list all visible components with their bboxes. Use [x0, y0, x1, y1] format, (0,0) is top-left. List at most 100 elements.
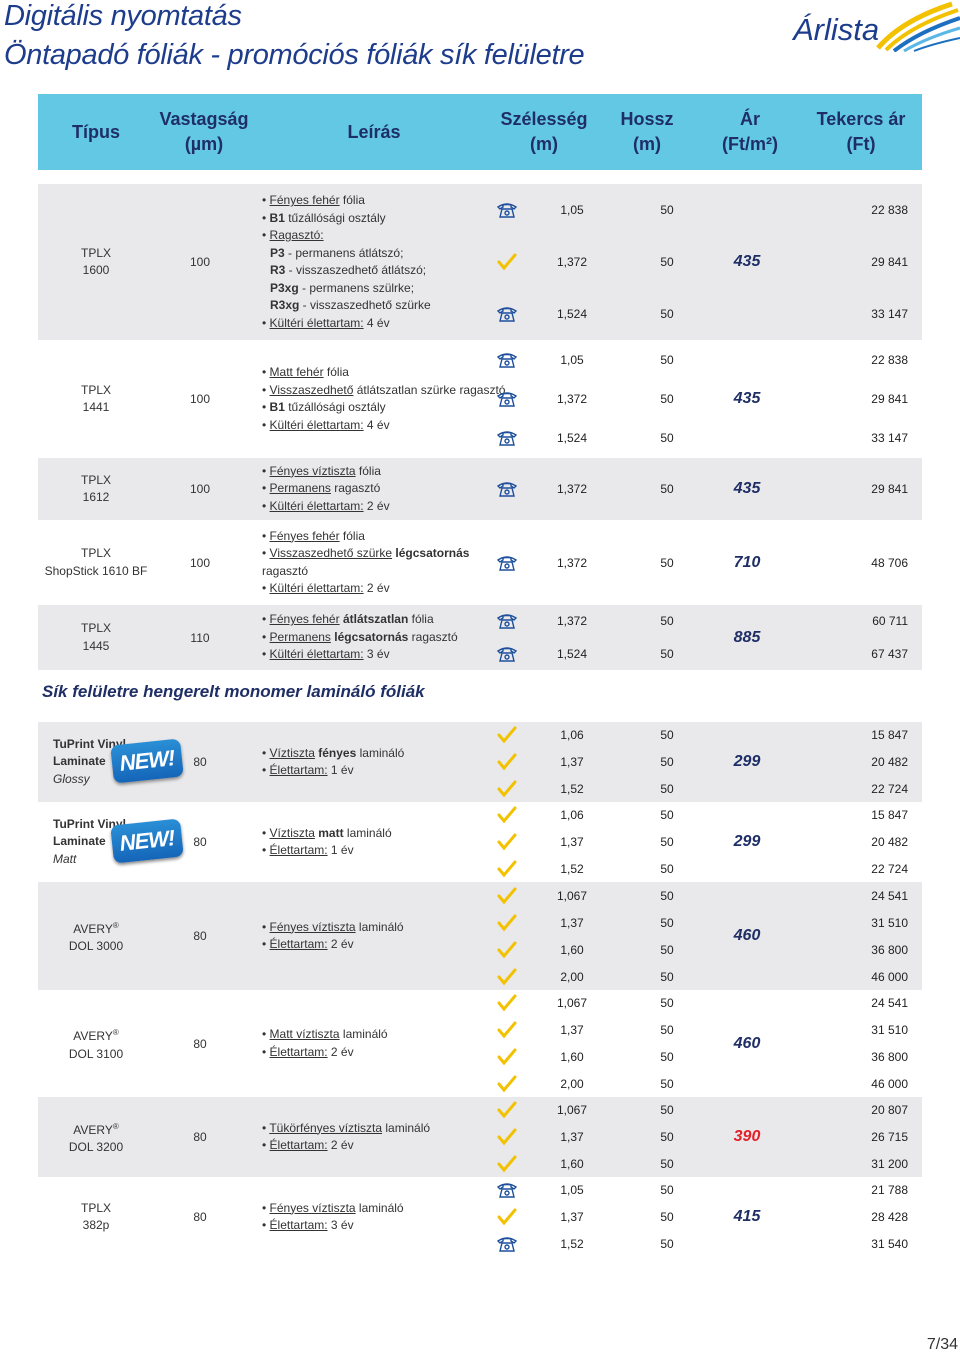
size-option: 1,37 50 20 482 — [493, 753, 908, 771]
column-header-line: (µm) — [184, 134, 224, 154]
logo — [876, 1, 960, 52]
length: 50 — [660, 614, 674, 629]
price-cell: 415 — [708, 1177, 786, 1257]
text-line: • Fényes fehér fólia — [262, 192, 502, 210]
text-line: 1612 — [83, 489, 110, 507]
size-option: 1,60 50 31 200 — [493, 1155, 908, 1173]
length: 50 — [660, 1076, 674, 1091]
text: ® — [112, 920, 119, 930]
text: - visszaszedhető átlátszó; — [285, 263, 427, 277]
length: 50 — [660, 1156, 674, 1171]
check-icon — [497, 860, 517, 877]
check-icon — [497, 941, 517, 958]
text-line: ragasztó — [262, 563, 502, 581]
check-icon — [497, 1075, 517, 1092]
text-line: TPLX — [81, 245, 111, 263]
length: 50 — [660, 1236, 674, 1251]
type-cell: TPLX 1612 — [38, 458, 154, 520]
text-line: • Permanens ragasztó — [262, 480, 502, 498]
phone-icon — [496, 1183, 518, 1199]
description-cell: • Fényes víztiszta lamináló • Élettartam:… — [262, 1177, 502, 1257]
text-line: 1441 — [83, 399, 110, 417]
text-line: TPLX — [81, 620, 111, 638]
text: TPLX — [80, 1200, 111, 1215]
text: lamináló — [355, 919, 404, 934]
thickness: 80 — [193, 755, 207, 769]
width: 1,37 — [560, 1209, 584, 1224]
size-option: 1,05 50 22 838 — [493, 201, 908, 219]
type-cell: TuPrint Vinyl Laminate Glossy — [38, 722, 154, 802]
new-badge: NEW! — [110, 738, 184, 784]
type-cell: TPLX 382p — [38, 1177, 154, 1257]
roll-price: 24 541 — [871, 996, 908, 1011]
width: 1,067 — [556, 888, 588, 903]
price-cell: 435 — [708, 340, 786, 458]
text: Élettartam: — [269, 1044, 328, 1059]
text-line: ShopStick 1610 BF — [45, 563, 148, 581]
width: 1,37 — [560, 1129, 584, 1144]
roll-price: 22 724 — [871, 861, 908, 876]
check-icon — [497, 914, 517, 931]
thickness-cell: 100 — [180, 340, 220, 458]
check-icon — [497, 1021, 517, 1039]
length: 50 — [660, 555, 674, 570]
text: P3xg — [270, 280, 299, 295]
width: 1,05 — [560, 1183, 584, 1198]
text: Permanens — [269, 481, 331, 496]
text-line: • Élettartam: 1 év — [262, 842, 502, 860]
text: fólia — [408, 612, 434, 627]
text: AVERY — [73, 1029, 113, 1043]
size-option: 1,37 50 20 482 — [493, 833, 908, 851]
length: 50 — [660, 391, 674, 406]
product-row: TPLX 382p 80 • Fényes víztiszta lamináló • É… — [38, 1177, 922, 1257]
check-icon — [497, 994, 517, 1012]
text: Fényes fehér — [269, 528, 340, 543]
column-header-line: Típus — [72, 121, 120, 142]
price: 885 — [733, 628, 761, 646]
size-option: 2,00 50 46 000 — [493, 1075, 908, 1093]
text: 2 év — [327, 1044, 354, 1059]
width: 2,00 — [560, 1076, 584, 1091]
roll-price: 60 711 — [872, 614, 908, 629]
size-option: 1,06 50 15 847 — [493, 726, 908, 744]
roll-price: 20 482 — [871, 834, 908, 849]
text-line: Laminate — [53, 753, 106, 771]
text: B1 — [269, 400, 285, 414]
length: 50 — [660, 255, 674, 269]
text: • — [262, 528, 270, 543]
text: • — [262, 1218, 270, 1232]
section-title: Sík felületre hengerelt monomer lamináló… — [42, 682, 425, 701]
text: 2 év — [363, 581, 390, 595]
thickness-cell: 80 — [180, 1097, 220, 1177]
text-line: • Élettartam: 2 év — [262, 1137, 502, 1155]
text-line: • Fényes fehér fólia — [262, 528, 502, 546]
text-line: TuPrint Vinyl — [53, 736, 126, 754]
roll-price: 31 510 — [871, 915, 908, 930]
thickness: 110 — [190, 630, 210, 645]
roll-price: 22 838 — [871, 203, 908, 217]
text: R3xg — [270, 298, 300, 312]
text: • — [262, 937, 270, 951]
check-icon — [497, 1208, 517, 1226]
width: 1,52 — [560, 781, 584, 796]
column-header-line: (Ft) — [846, 134, 876, 154]
thickness: 80 — [193, 835, 207, 849]
length: 50 — [660, 915, 674, 930]
phone-icon — [496, 431, 518, 447]
size-option: 1,37 50 31 510 — [493, 1021, 908, 1039]
text-line: • Fényes víztiszta lamináló — [262, 919, 502, 937]
text-line: • Fényes fehér átlátszatlan fólia — [262, 611, 502, 629]
phone-icon — [496, 614, 518, 629]
column-header-line: Leírás — [347, 121, 401, 142]
text: Élettartam: — [269, 1138, 328, 1152]
check-icon — [497, 780, 517, 797]
length: 50 — [660, 646, 674, 661]
size-option: 1,524 50 33 147 — [493, 429, 908, 447]
text: Visszaszedhető szürke — [269, 546, 393, 560]
column-header-line: Hossz — [620, 109, 674, 129]
size-option: 1,60 50 36 800 — [493, 941, 908, 959]
text: Fényes víztiszta — [269, 919, 356, 934]
price: 710 — [733, 553, 761, 571]
text: Visszaszedhető — [269, 382, 354, 397]
text: • — [262, 365, 270, 379]
